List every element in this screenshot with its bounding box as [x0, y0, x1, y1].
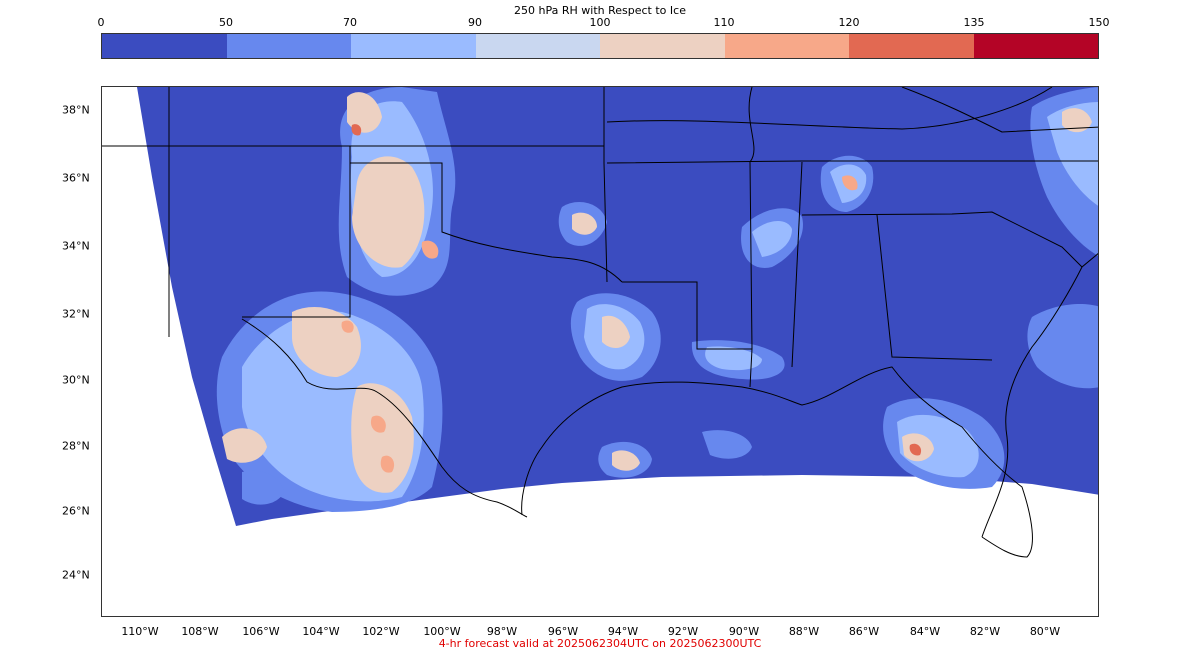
rh-contour-band-6	[909, 443, 922, 456]
lon-label: 102°W	[362, 625, 400, 638]
colorbar	[101, 33, 1099, 59]
rh-contour-band-5	[380, 455, 395, 473]
rh-contour-band-4	[352, 156, 425, 268]
colorbar-segment-3	[475, 34, 600, 58]
rh-contour-band-4	[1062, 108, 1092, 133]
lat-label: 38°N	[62, 103, 90, 117]
map-panel	[101, 86, 1099, 617]
political-boundaries	[102, 87, 1098, 558]
colorbar-tick: 0	[97, 16, 105, 29]
rh-contour-band-4	[612, 450, 640, 471]
colorbar-segment-2	[351, 34, 476, 58]
rh-contour-band-1	[1027, 304, 1098, 389]
lat-label: 32°N	[62, 307, 90, 321]
rh-contour-band-5	[842, 175, 858, 191]
rh-contour-band-5	[421, 240, 439, 259]
colorbar-segment-7	[973, 34, 1098, 58]
lat-label: 24°N	[62, 568, 90, 582]
rh-contour-band-1	[242, 470, 284, 505]
rh-contour-band-4	[572, 212, 597, 235]
lon-label: 104°W	[302, 625, 340, 638]
rh-contour-band-2	[705, 346, 762, 371]
rh-contour-band-4	[222, 428, 267, 463]
colorbar-tick: 150	[1088, 16, 1110, 29]
colorbar-tick: 135	[963, 16, 985, 29]
state-line-al-ga	[876, 214, 993, 361]
lat-label: 36°N	[62, 171, 90, 185]
colorbar-segment-6	[849, 34, 974, 58]
lon-label: 88°W	[788, 625, 820, 638]
state-line-tx-mx	[241, 318, 528, 518]
gulf-coastline	[521, 366, 1033, 558]
lon-label: 86°W	[848, 625, 880, 638]
colorbar-segment-1	[226, 34, 351, 58]
lon-label: 80°W	[1029, 625, 1061, 638]
state-line-ms-al	[791, 161, 803, 368]
rh-contour-band-4	[602, 315, 630, 349]
lon-label: 100°W	[423, 625, 461, 638]
colorbar-segment-4	[600, 34, 725, 58]
colorbar-tick: 50	[219, 16, 233, 29]
lat-label: 26°N	[62, 504, 90, 518]
colorbar-tick: 120	[838, 16, 860, 29]
lon-label: 94°W	[607, 625, 639, 638]
lat-label: 34°N	[62, 239, 90, 253]
lat-label: 28°N	[62, 439, 90, 453]
rh-contours	[216, 87, 1098, 512]
rh-contour-band-4	[347, 92, 382, 133]
state-line-la	[622, 281, 753, 388]
rh-contour-band-1	[702, 430, 752, 459]
state-line-va	[901, 87, 1098, 133]
state-line-tn	[606, 160, 1098, 164]
colorbar-title: 250 hPa RH with Respect to Ice	[514, 4, 686, 17]
rh-contour-band-6	[351, 124, 362, 136]
state-line-panhandle	[242, 146, 351, 318]
colorbar-segment-5	[724, 34, 849, 58]
colorbar-tick: 100	[589, 16, 611, 29]
lon-label: 106°W	[242, 625, 280, 638]
forecast-valid-caption: 4-hr forecast valid at 2025062304UTC on …	[438, 637, 762, 650]
lon-label: 92°W	[667, 625, 699, 638]
lon-label: 84°W	[909, 625, 941, 638]
lon-label: 98°W	[486, 625, 518, 638]
rh-contour-band-5	[341, 320, 354, 333]
rh-contour-band-2	[897, 414, 979, 478]
colorbar-tick: 70	[343, 16, 357, 29]
rh-contour-band-4	[351, 383, 414, 493]
map-canvas	[102, 87, 1098, 558]
lon-label: 90°W	[728, 625, 760, 638]
rh-contour-band-2	[752, 221, 792, 257]
state-line-ky	[606, 87, 1053, 130]
lon-label: 110°W	[121, 625, 159, 638]
east-coastline	[981, 253, 1098, 538]
lat-label: 30°N	[62, 373, 90, 387]
colorbar-tick: 110	[713, 16, 735, 29]
lon-label: 108°W	[181, 625, 219, 638]
colorbar-tick: 90	[468, 16, 482, 29]
lon-label: 82°W	[969, 625, 1001, 638]
rh-contour-band-5	[370, 415, 386, 433]
colorbar-segment-0	[102, 34, 227, 58]
state-line-ok-ar	[603, 87, 608, 283]
lon-label: 96°W	[547, 625, 579, 638]
state-line-ok	[350, 162, 623, 283]
state-line-ga-sc	[801, 211, 1083, 268]
